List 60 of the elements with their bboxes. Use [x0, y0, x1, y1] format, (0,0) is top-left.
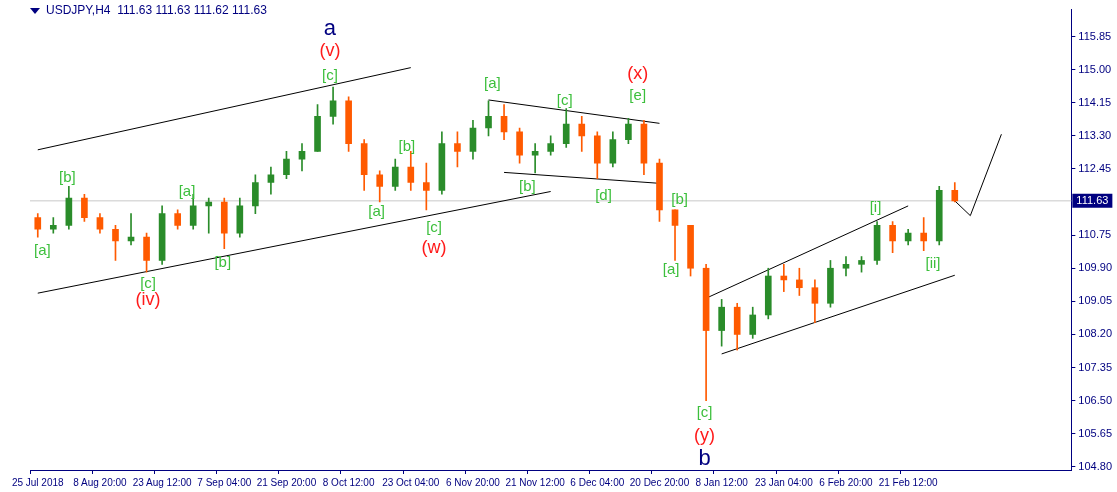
y-tick-label: 115.00 — [1078, 62, 1112, 75]
annotation: [b] — [519, 177, 536, 195]
x-tick-label: 8 Aug 20:00 — [73, 476, 128, 488]
x-tick-label: 23 Jan 04:00 — [754, 476, 814, 488]
candlestick — [531, 143, 539, 174]
chart-title: USDJPY,H4 111.63 111.63 111.62 111.63 — [46, 3, 267, 17]
annotation: [d] — [595, 185, 612, 203]
y-tick-label: 104.80 — [1078, 459, 1113, 472]
annotation: [ii] — [925, 253, 941, 271]
annotation: [a] — [178, 182, 196, 200]
candlestick — [780, 264, 788, 292]
annotation: [a] — [368, 201, 385, 219]
annotation: (v) — [319, 40, 341, 61]
x-tick-label: 6 Feb 20:00 — [819, 476, 874, 488]
x-tick-label: 23 Oct 04:00 — [382, 476, 440, 488]
annotation: [b] — [214, 252, 232, 270]
x-tick-label: 21 Sep 20:00 — [256, 476, 317, 488]
annotation: (x) — [627, 63, 649, 84]
x-tick-label: 21 Feb 12:00 — [878, 476, 939, 488]
y-tick-label: 109.05 — [1078, 294, 1113, 307]
annotation: a — [323, 15, 337, 40]
annotation: (y) — [694, 425, 716, 446]
annotation: (w) — [421, 237, 447, 258]
x-tick-label: 23 Aug 12:00 — [132, 476, 193, 488]
annotation: [c] — [140, 274, 157, 292]
candlestick — [920, 217, 928, 252]
y-tick-label: 110.75 — [1078, 228, 1112, 241]
annotation: [i] — [869, 198, 882, 216]
x-tick-label: 7 Sep 04:00 — [197, 476, 252, 488]
x-tick-label: 20 Dec 20:00 — [629, 476, 690, 488]
y-tick-label: 115.85 — [1078, 29, 1112, 42]
x-tick-label: 8 Jan 12:00 — [695, 476, 749, 488]
y-tick-label: 107.35 — [1078, 360, 1113, 373]
y-tick-label: 108.20 — [1078, 327, 1113, 340]
y-tick-label: 105.65 — [1078, 426, 1113, 439]
candlestick — [205, 197, 213, 234]
annotation: [c] — [696, 403, 713, 421]
x-tick-label: 8 Oct 12:00 — [322, 476, 375, 488]
x-tick-label: 6 Dec 04:00 — [570, 476, 625, 488]
annotation: [c] — [426, 218, 443, 236]
y-tick-label: 106.50 — [1078, 393, 1113, 406]
annotation: [a] — [662, 259, 680, 277]
candlestick — [842, 256, 850, 277]
annotation: b — [698, 445, 711, 471]
annotation: [b] — [58, 167, 76, 185]
y-tick-label: 109.90 — [1078, 261, 1113, 274]
y-tick-label: 112.45 — [1078, 161, 1112, 174]
x-tick-label: 25 Jul 2018 — [11, 476, 65, 488]
annotation: [e] — [629, 86, 647, 104]
annotation: [c] — [556, 90, 573, 108]
annotation: [a] — [34, 241, 51, 259]
x-tick-label: 21 Nov 12:00 — [505, 476, 566, 488]
x-tick-label: 6 Nov 20:00 — [446, 476, 501, 488]
annotation: [b] — [671, 190, 689, 208]
annotation: [b] — [398, 137, 416, 155]
annotation: [a] — [484, 74, 501, 92]
y-tick-label: 113.30 — [1078, 128, 1112, 141]
annotation: [c] — [322, 66, 338, 84]
ref-line-label: 111.63 — [1076, 193, 1109, 206]
y-tick-label: 114.15 — [1078, 95, 1112, 108]
